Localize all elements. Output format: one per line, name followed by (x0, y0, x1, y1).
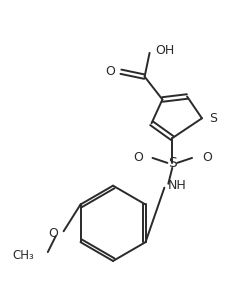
Text: CH₃: CH₃ (12, 249, 34, 262)
Text: OH: OH (155, 45, 175, 57)
Text: O: O (133, 151, 143, 164)
Text: O: O (105, 65, 115, 78)
Text: O: O (48, 227, 58, 240)
Text: S: S (209, 112, 217, 125)
Text: S: S (168, 156, 177, 170)
Text: NH: NH (167, 179, 186, 192)
Text: O: O (202, 151, 212, 164)
